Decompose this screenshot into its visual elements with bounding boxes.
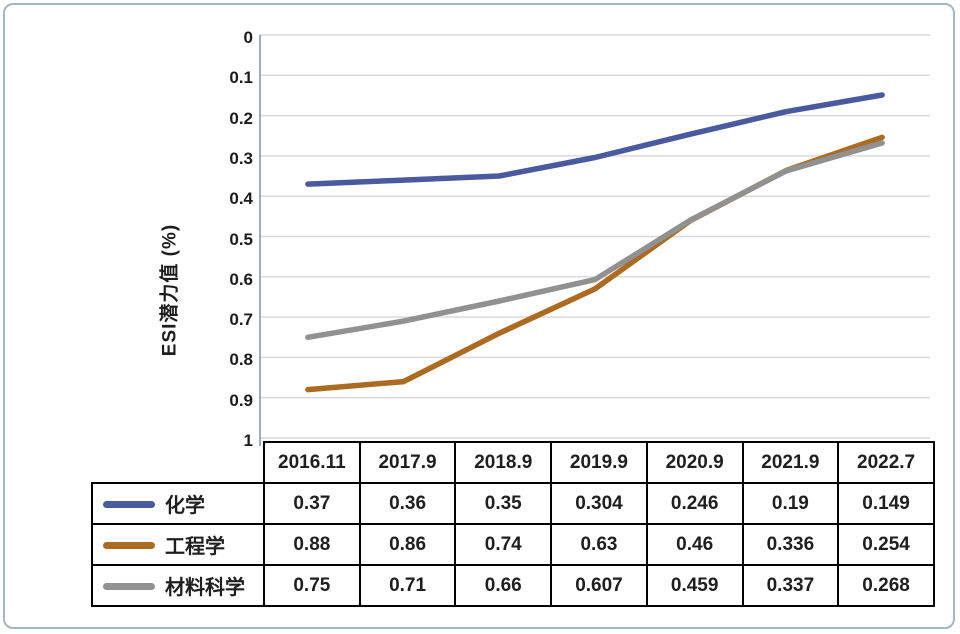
year-header-cell: 2019.9 [550,441,648,484]
table-row: 化学 0.37 0.36 0.35 0.304 0.246 0.19 0.149 [91,482,935,525]
year-header-cell: 2018.9 [454,441,553,484]
value-cell: 0.268 [837,564,935,607]
year-header-cell: 2021.9 [741,441,840,484]
value-cell: 0.607 [550,564,648,607]
value-cell: 0.35 [454,482,553,525]
y-tick-label: 0 [243,28,253,47]
legend-swatch-icon [103,501,155,509]
value-cell: 0.46 [645,523,744,566]
value-cell: 0.66 [454,564,553,607]
legend-label: 材料科学 [165,577,245,599]
value-cell: 0.246 [645,482,744,525]
legend-cell: 工程学 [91,523,265,566]
value-cell: 0.19 [741,482,840,525]
year-header-cell: 2022.7 [837,441,935,484]
table-header-row: 2016.11 2017.9 2018.9 2019.9 2020.9 2021.9 202… [92,441,935,484]
year-header-cell: 2020.9 [645,441,744,484]
series-line-化学 [305,92,885,187]
y-tick-label: 0.6 [229,269,253,289]
y-tick-label: 0.7 [229,310,253,330]
table-row: 材料科学 0.75 0.71 0.66 0.607 0.459 0.337 0.268 [91,564,935,607]
legend-cell: 材料科学 [91,564,265,607]
y-tick-label: 0.3 [229,148,253,168]
y-axis-title: ESI潜力值 (%) [159,223,181,357]
table-row: 工程学 0.88 0.86 0.74 0.63 0.46 0.336 0.254 [91,523,935,566]
y-tick-label: 0.1 [229,68,253,88]
legend-swatch-icon [103,583,155,591]
year-header-cell: 2017.9 [358,441,457,484]
value-cell: 0.149 [837,482,935,525]
y-tick-label: 0.9 [229,390,253,410]
series-line-工程学 [305,134,885,393]
value-cell: 0.74 [454,523,553,566]
value-cell: 0.71 [358,564,457,607]
value-cell: 0.86 [358,523,457,566]
line-chart [259,34,930,446]
legend-swatch-icon [103,542,155,550]
value-cell: 0.75 [263,564,361,607]
value-cell: 0.37 [263,482,361,525]
y-tick-label: 1 [243,431,253,450]
data-table: 2016.11 2017.9 2018.9 2019.9 2020.9 2021.9 202… [91,441,935,607]
chart-panel: ESI潜力值 (%) 0 0.1 0.2 0.3 0.4 0.5 0.6 0.7 0.8 0.9 1… [3,3,955,629]
value-cell: 0.459 [645,564,744,607]
value-cell: 0.63 [550,523,648,566]
legend-label: 化学 [165,495,205,517]
value-cell: 0.336 [741,523,840,566]
y-tick-label: 0.8 [229,350,253,370]
table-corner-cell [92,442,264,483]
year-header-cell: 2016.11 [263,441,361,484]
value-cell: 0.254 [837,523,935,566]
legend-cell: 化学 [91,482,265,525]
y-tick-label: 0.4 [229,189,253,209]
y-tick-label: 0.5 [229,229,253,249]
legend-label: 工程学 [165,536,225,558]
value-cell: 0.337 [741,564,840,607]
series-line-材料科学 [305,140,885,341]
value-cell: 0.88 [263,523,361,566]
y-tick-label: 0.2 [229,108,253,128]
value-cell: 0.304 [550,482,648,525]
value-cell: 0.36 [358,482,457,525]
